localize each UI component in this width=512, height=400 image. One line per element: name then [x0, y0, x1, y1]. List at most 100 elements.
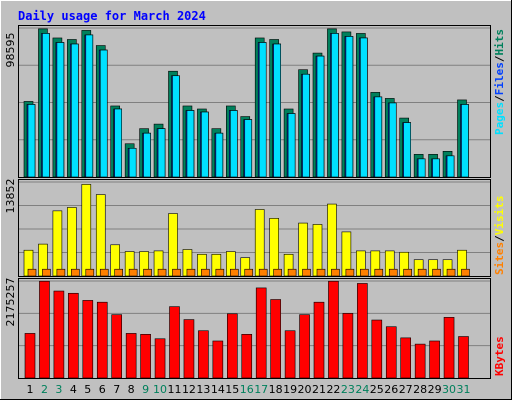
day-label: 9 — [142, 383, 149, 396]
kbytes-bar — [342, 313, 354, 379]
kbytes-bar — [82, 300, 94, 379]
pages-bar — [172, 75, 180, 178]
pages-bar — [331, 33, 339, 178]
kbytes-bar — [125, 333, 137, 379]
day-label: 21 — [312, 383, 326, 396]
kbytes-bar — [169, 306, 180, 379]
kbytes-bar — [299, 314, 310, 379]
kbytes-bar — [443, 317, 455, 379]
pages-bar — [42, 33, 50, 178]
kbytes-bar — [241, 333, 253, 379]
sites-bar — [230, 268, 239, 277]
sites-bar — [143, 268, 152, 277]
day-label: 23 — [341, 383, 355, 396]
day-label: 2 — [41, 383, 48, 396]
day-label: 10 — [153, 383, 167, 396]
sites-bar — [215, 268, 225, 277]
pages-bar — [114, 108, 122, 178]
visits-bar — [269, 218, 279, 277]
legend-visits: Visits — [493, 196, 506, 236]
pages-bar — [388, 102, 397, 178]
requests-legend: Pages/Files/Hits — [493, 29, 506, 135]
day-label: 11 — [168, 383, 182, 396]
day-label: 1 — [27, 383, 34, 396]
day-label: 3 — [55, 383, 62, 396]
kbytes-bar — [154, 338, 166, 379]
kbytes-legend: KBytes — [493, 336, 506, 376]
pages-bar — [461, 104, 469, 178]
sites-bar — [71, 268, 80, 277]
pages-bar — [258, 42, 267, 178]
chart-title: Daily usage for March 2024 — [18, 9, 206, 23]
kbytes-bar — [140, 333, 151, 379]
day-label: 31 — [457, 383, 471, 396]
kbytes-bar — [227, 313, 238, 379]
sites-bar — [42, 268, 51, 277]
kbytes-bar — [183, 319, 195, 379]
visitors-legend: Sites/Visits — [493, 196, 506, 276]
day-label: 7 — [113, 383, 120, 396]
sites-bar — [417, 268, 427, 277]
day-label: 12 — [182, 383, 196, 396]
sites-bar — [316, 268, 326, 277]
pages-bar — [128, 147, 137, 178]
pages-bar — [273, 43, 281, 178]
kbytes-bar — [255, 287, 267, 379]
day-label: 16 — [240, 383, 254, 396]
kbytes-bar — [400, 337, 412, 379]
pages-bar — [403, 122, 412, 178]
day-label: 17 — [254, 383, 268, 396]
visits-bar — [312, 224, 323, 277]
pages-bar — [27, 104, 36, 178]
visits-bar — [298, 222, 308, 277]
sites-bar — [461, 268, 470, 277]
kbytes-bar — [53, 290, 65, 379]
visits-bar — [67, 207, 77, 277]
day-label: 28 — [413, 383, 427, 396]
legend-files: Files — [493, 62, 506, 95]
day-label: 20 — [298, 383, 312, 396]
kbytes-axis-max-label: 2175257 — [4, 278, 17, 327]
sites-bar — [244, 268, 254, 277]
legend-hits: Hits — [493, 29, 506, 56]
day-label: 13 — [196, 383, 210, 396]
legend-sep-2: / — [493, 55, 506, 62]
day-label: 5 — [84, 383, 91, 396]
visits-bar — [327, 203, 337, 277]
sites-bar — [99, 268, 109, 277]
sites-bar — [360, 268, 369, 277]
visits-bar — [168, 213, 178, 277]
legend-sep-1: / — [493, 95, 506, 102]
sites-bar — [27, 268, 37, 277]
x-axis-day-labels: 1 2 3 4 5 6 7 8 9 10 11 12 13 14 15 16 17 18 19 20 21 22 23 24 2… — [27, 383, 471, 396]
pages-bar — [143, 132, 151, 178]
kbytes-bar — [270, 299, 281, 379]
sites-bar — [331, 268, 340, 277]
visits-bar — [254, 209, 265, 277]
day-label: 22 — [326, 383, 340, 396]
kbytes-bar — [24, 333, 36, 379]
pages-bar — [85, 34, 94, 178]
sites-bar — [432, 268, 441, 277]
kbytes-bar — [39, 280, 50, 379]
day-label: 27 — [399, 383, 413, 396]
kbytes-bar — [68, 292, 79, 379]
pages-bar — [157, 128, 166, 178]
sites-bar — [374, 268, 384, 277]
sites-bar — [287, 268, 297, 277]
legend-kbytes: KBytes — [493, 336, 506, 376]
kbytes-bar — [357, 283, 368, 379]
day-label: 30 — [442, 383, 456, 396]
sites-bar — [258, 268, 268, 277]
sites-bar — [128, 268, 138, 277]
legend-sites: Sites — [493, 242, 506, 275]
kbytes-bar — [458, 336, 469, 379]
day-label: 18 — [269, 383, 283, 396]
pages-bar — [432, 158, 440, 178]
sites-bar — [172, 268, 181, 277]
kbytes-bar — [429, 340, 440, 379]
day-label: 25 — [370, 383, 384, 396]
pages-bar — [56, 42, 65, 178]
sites-bar — [403, 268, 413, 277]
